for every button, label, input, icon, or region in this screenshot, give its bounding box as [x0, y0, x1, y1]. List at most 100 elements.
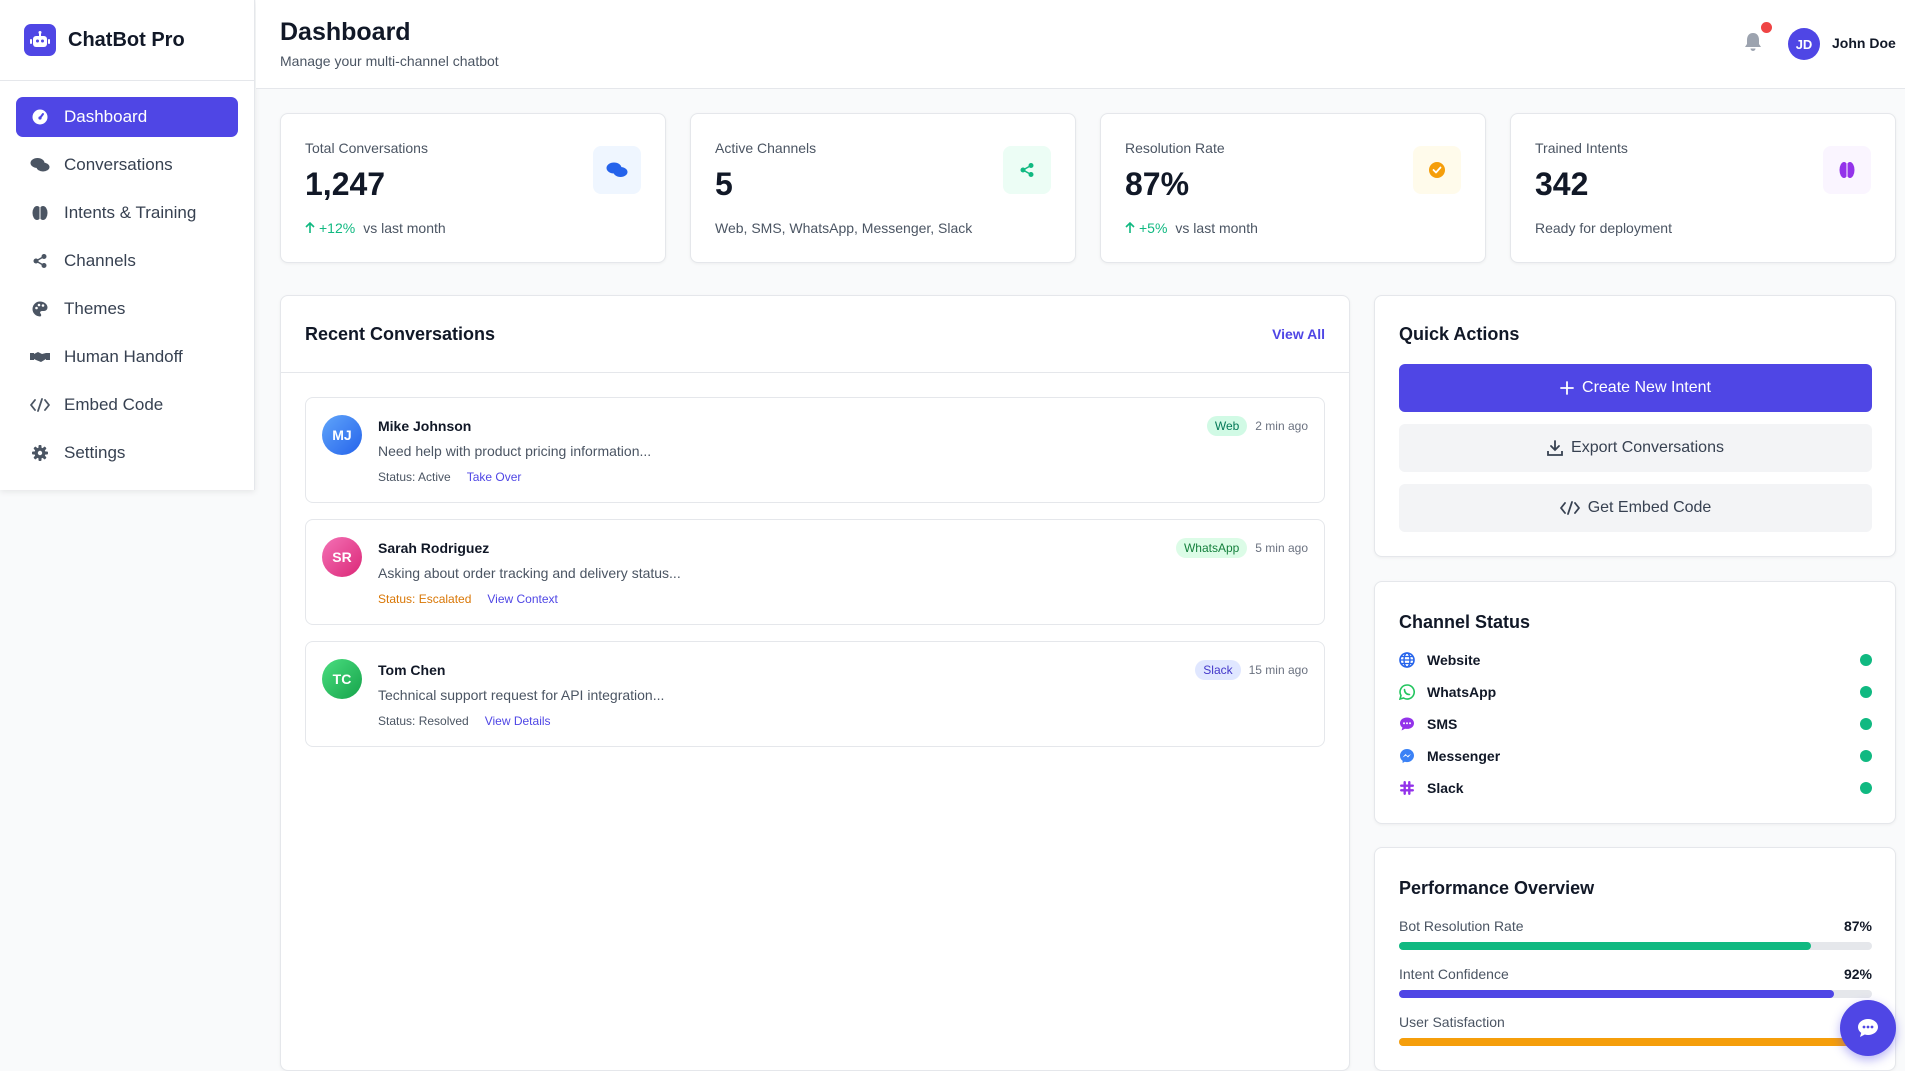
sidebar-item-channels[interactable]: Channels: [16, 241, 238, 281]
metric-row: Bot Resolution Rate 87%: [1399, 918, 1872, 950]
sidebar-item-label: Channels: [64, 251, 136, 270]
stat-value: 5: [715, 166, 733, 202]
progress-fill: [1399, 990, 1835, 998]
sidebar-item-label: Dashboard: [64, 107, 148, 126]
conversation-item[interactable]: MJ Mike Johnson Need help with product p…: [305, 397, 1325, 503]
stat-change: +5%: [1139, 220, 1168, 236]
sidebar-item-embed-code[interactable]: Embed Code: [16, 385, 238, 425]
trend-up: +12%: [305, 220, 355, 236]
sidebar-item-human-handoff[interactable]: Human Handoff: [16, 337, 238, 377]
performance-overview-panel: Performance Overview Bot Resolution Rate…: [1374, 847, 1896, 1071]
sidebar-item-intents-training[interactable]: Intents & Training: [16, 193, 238, 233]
metric-label: User Satisfaction: [1399, 1014, 1505, 1030]
conversation-status: Status: Active: [378, 470, 451, 484]
export-conversations-button[interactable]: Export Conversations: [1399, 424, 1872, 472]
download-icon: [1547, 440, 1563, 456]
gauge-icon: [28, 108, 52, 126]
user-name[interactable]: John Doe: [1832, 35, 1896, 51]
conversation-meta: WhatsApp 5 min ago: [1175, 538, 1308, 558]
channel-badge: Web: [1206, 416, 1248, 436]
stat-change: +12%: [319, 220, 356, 236]
channel-row-whatsapp: WhatsApp: [1399, 682, 1872, 702]
stat-note: vs last month: [1175, 220, 1258, 236]
conversation-item[interactable]: TC Tom Chen Technical support request fo…: [305, 641, 1325, 747]
share-icon: [1003, 146, 1051, 194]
stat-card-trained-intents: Trained Intents 342 Ready for deployment: [1510, 113, 1896, 263]
stat-label: Resolution Rate: [1125, 140, 1225, 156]
channel-row-sms: SMS: [1399, 714, 1872, 734]
view-context-link[interactable]: View Context: [487, 592, 558, 606]
view-all-link[interactable]: View All: [1272, 326, 1325, 342]
brand-name: ChatBot Pro: [68, 28, 185, 51]
sidebar-item-dashboard[interactable]: Dashboard: [16, 97, 238, 137]
brand[interactable]: ChatBot Pro: [0, 0, 254, 81]
chat-fab-button[interactable]: [1840, 1000, 1896, 1056]
sidebar-item-label: Settings: [64, 443, 126, 462]
stat-foot: Ready for deployment: [1535, 220, 1672, 236]
sms-icon: [1399, 716, 1415, 732]
status-dot: [1860, 782, 1872, 794]
stat-note: Ready for deployment: [1535, 220, 1672, 236]
status-dot: [1860, 718, 1872, 730]
recent-conversations-panel: Recent Conversations View All MJ Mike Jo…: [280, 295, 1350, 1071]
button-label: Create New Intent: [1582, 379, 1711, 396]
check-circle-icon: [1413, 146, 1461, 194]
conversation-status-row: Status: Resolved View Details: [378, 714, 551, 728]
view-details-link[interactable]: View Details: [484, 714, 551, 728]
bell-icon[interactable]: [1744, 32, 1766, 56]
conversation-message: Need help with product pricing informati…: [378, 443, 652, 459]
create-new-intent-button[interactable]: Create New Intent: [1399, 364, 1872, 412]
robot-icon: [24, 24, 56, 56]
conversation-status-row: Status: Escalated View Context: [378, 592, 558, 606]
stat-value: 87%: [1125, 166, 1190, 202]
stat-foot: Web, SMS, WhatsApp, Messenger, Slack: [715, 220, 972, 236]
conversation-meta: Web 2 min ago: [1206, 416, 1308, 436]
channel-badge: Slack: [1195, 660, 1241, 680]
metric-value: 92%: [1843, 966, 1872, 982]
sidebar-nav: Dashboard Conversations Intents & Traini…: [0, 81, 254, 497]
stat-note: Web, SMS, WhatsApp, Messenger, Slack: [715, 220, 973, 236]
sidebar-item-label: Embed Code: [64, 395, 164, 414]
conversation-name: Tom Chen: [378, 662, 446, 678]
sidebar-item-label: Conversations: [64, 155, 173, 174]
status-dot: [1860, 686, 1872, 698]
conversation-item[interactable]: SR Sarah Rodriguez Asking about order tr…: [305, 519, 1325, 625]
stat-foot: +12% vs last month: [305, 220, 446, 236]
code-icon: [1559, 501, 1580, 515]
stat-value: 342: [1535, 166, 1589, 202]
get-embed-code-button[interactable]: Get Embed Code: [1399, 484, 1872, 532]
avatar: MJ: [322, 415, 362, 455]
channel-row-website: Website: [1399, 650, 1872, 670]
sidebar-item-themes[interactable]: Themes: [16, 289, 238, 329]
stat-card-resolution-rate: Resolution Rate 87% +5% vs last month: [1100, 113, 1486, 263]
plus-icon: [1560, 381, 1574, 395]
channel-status-panel: Channel Status Website WhatsApp SMS Mess…: [1374, 581, 1896, 824]
stat-value: 1,247: [305, 166, 386, 202]
sidebar-item-settings[interactable]: Settings: [16, 433, 238, 473]
conversation-meta: Slack 15 min ago: [1195, 660, 1308, 680]
channel-label: SMS: [1427, 716, 1458, 732]
sidebar-item-conversations[interactable]: Conversations: [16, 145, 238, 185]
progress-track: [1399, 990, 1872, 998]
conversation-name: Sarah Rodriguez: [378, 540, 490, 556]
page-title: Dashboard: [280, 18, 411, 46]
take-over-link[interactable]: Take Over: [466, 470, 522, 484]
stat-card-active-channels: Active Channels 5 Web, SMS, WhatsApp, Me…: [690, 113, 1076, 263]
progress-fill: [1399, 942, 1811, 950]
conversation-status: Status: Resolved: [378, 714, 469, 728]
stat-label: Total Conversations: [305, 140, 428, 156]
top-header: Dashboard Manage your multi-channel chat…: [256, 0, 1905, 89]
sidebar-item-label: Intents & Training: [64, 203, 197, 222]
stat-card-total-conversations: Total Conversations 1,247 +12% vs last m…: [280, 113, 666, 263]
progress-fill: [1399, 1038, 1854, 1046]
avatar: SR: [322, 537, 362, 577]
page-subtitle: Manage your multi-channel chatbot: [280, 53, 499, 69]
metric-label: Intent Confidence: [1399, 966, 1509, 982]
avatar[interactable]: JD: [1788, 28, 1820, 60]
panel-title: Channel Status: [1399, 612, 1531, 632]
comments-icon: [28, 156, 52, 174]
stat-label: Active Channels: [715, 140, 817, 156]
slack-icon: [1399, 780, 1415, 796]
conversation-message: Technical support request for API integr…: [378, 687, 665, 703]
